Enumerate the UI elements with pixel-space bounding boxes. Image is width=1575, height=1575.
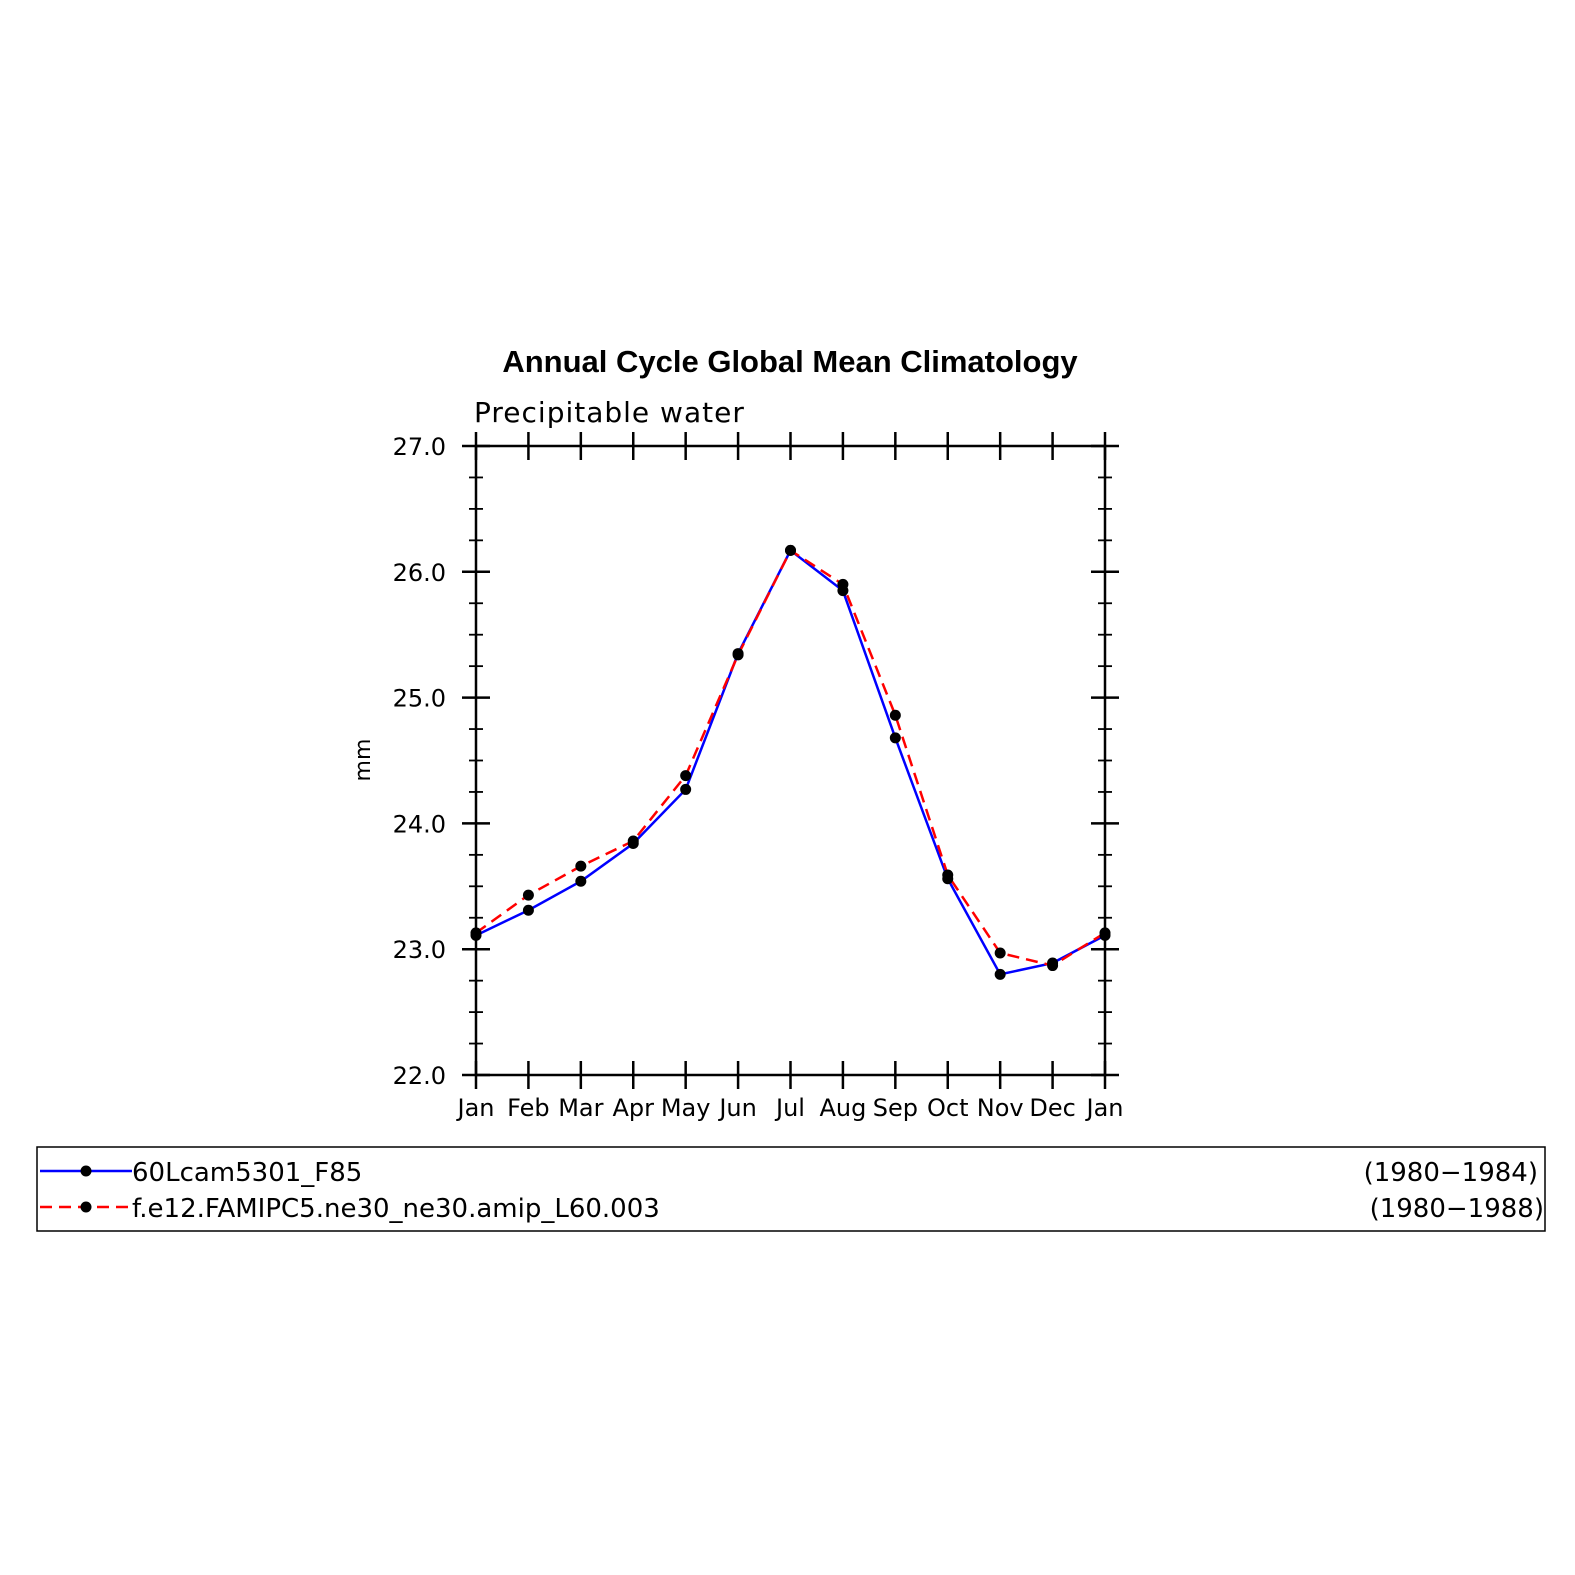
series-1-point <box>522 904 534 916</box>
series-2-point <box>680 770 692 782</box>
series-markers <box>470 544 1111 980</box>
legend-marker-series-2 <box>80 1201 92 1213</box>
legend-label-series-2: f.e12.FAMIPC5.ne30_ne30.amip_L60.003 <box>132 1194 660 1224</box>
legend-box <box>36 1146 1546 1232</box>
series-2-point <box>889 709 901 721</box>
series-line-2 <box>475 548 1106 967</box>
x-tick-label: Jul <box>774 1094 805 1122</box>
series-2-point <box>627 835 639 847</box>
x-tick-label: Nov <box>977 1094 1024 1122</box>
y-tick-label: 26.0 <box>393 559 446 587</box>
x-tick-label: Aug <box>819 1094 866 1122</box>
series-2-point <box>470 927 482 939</box>
x-tick-label: Dec <box>1029 1094 1075 1122</box>
chart-title: Annual Cycle Global Mean Climatology <box>502 344 1078 379</box>
y-tick-label: 27.0 <box>393 433 446 461</box>
chart-subtitle: Precipitable water <box>474 396 745 429</box>
series-2-point <box>837 578 849 590</box>
series-2-point <box>1099 927 1111 939</box>
series-lines <box>475 548 1106 976</box>
y-tick-labels: 22.0 23.0 24.0 25.0 26.0 27.0 <box>393 433 446 1090</box>
axes-ticks <box>462 432 1119 1089</box>
series-1-point <box>994 968 1006 980</box>
x-tick-label: Sep <box>873 1094 918 1122</box>
y-tick-label: 24.0 <box>393 810 446 838</box>
series-1-point <box>680 783 692 795</box>
legend: 60Lcam5301_F85 (1980−1984) f.e12.FAMIPC5… <box>36 1146 1546 1232</box>
x-tick-label: Oct <box>927 1094 969 1122</box>
x-tick-label: Mar <box>558 1094 603 1122</box>
series-2-point <box>732 649 744 661</box>
plot-frame <box>474 444 1107 1077</box>
x-tick-label: Feb <box>507 1094 550 1122</box>
legend-period-series-2: (1980−1988) <box>1370 1194 1544 1224</box>
series-2-point <box>1047 960 1059 972</box>
x-tick-label: Jan <box>456 1094 495 1122</box>
y-tick-label: 22.0 <box>393 1062 446 1090</box>
legend-period-series-1: (1980−1984) <box>1364 1158 1538 1188</box>
series-1-point <box>575 875 587 887</box>
x-tick-label: Jan <box>1085 1094 1124 1122</box>
x-tick-label: Apr <box>612 1094 654 1122</box>
series-1-point <box>889 732 901 744</box>
legend-label-series-1: 60Lcam5301_F85 <box>132 1158 362 1188</box>
y-tick-label: 25.0 <box>393 685 446 713</box>
x-tick-labels: Jan Feb Mar Apr May Jun Jul Aug Sep Oct Nov Dec Jan <box>456 1094 1124 1122</box>
x-tick-label: May <box>661 1094 711 1122</box>
series-line-1 <box>475 548 1106 976</box>
series-2-point <box>994 947 1006 959</box>
series-2-point <box>942 869 954 881</box>
legend-marker-series-1 <box>80 1165 92 1177</box>
series-2-point <box>785 544 796 556</box>
series-2-point <box>522 889 534 901</box>
y-tick-label: 23.0 <box>393 936 446 964</box>
x-tick-label: Jun <box>717 1094 757 1122</box>
series-2-point <box>575 860 587 872</box>
y-axis-label: mm <box>351 739 376 782</box>
